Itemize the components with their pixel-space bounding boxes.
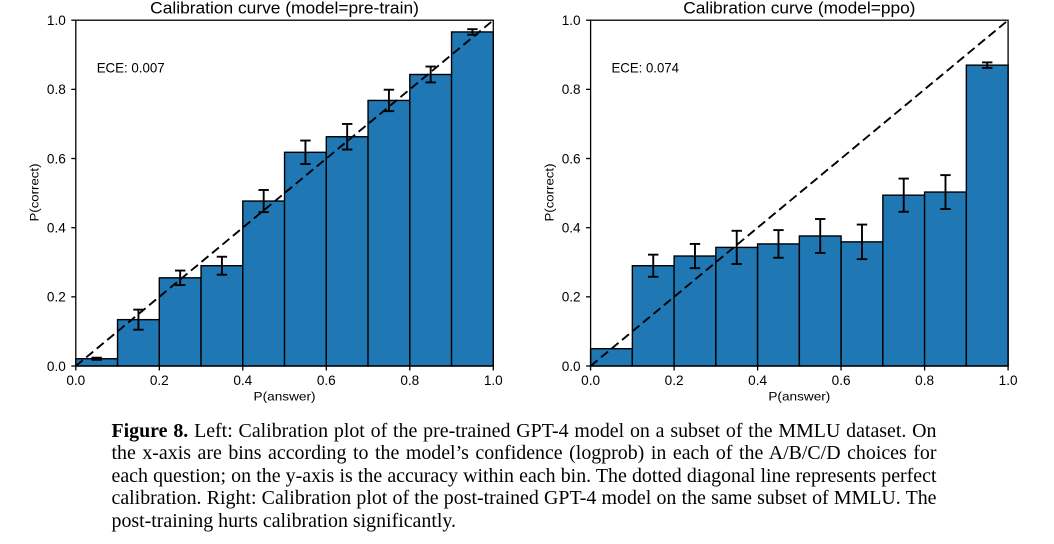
svg-text:0.6: 0.6 <box>832 373 851 388</box>
svg-text:P(answer): P(answer) <box>254 390 316 404</box>
svg-text:P(correct): P(correct) <box>542 164 556 222</box>
svg-text:0.4: 0.4 <box>233 373 252 388</box>
svg-text:0.6: 0.6 <box>47 151 66 166</box>
svg-text:0.2: 0.2 <box>562 290 581 305</box>
svg-text:P(answer): P(answer) <box>768 390 830 404</box>
svg-text:0.8: 0.8 <box>47 82 66 97</box>
svg-text:0.8: 0.8 <box>915 373 934 388</box>
svg-text:0.4: 0.4 <box>562 220 581 235</box>
svg-text:0.6: 0.6 <box>317 373 336 388</box>
svg-text:Calibration curve (model=ppo): Calibration curve (model=ppo) <box>683 0 915 17</box>
svg-text:0.4: 0.4 <box>47 220 66 235</box>
svg-text:0.8: 0.8 <box>400 373 419 388</box>
svg-text:ECE: 0.007: ECE: 0.007 <box>97 59 165 75</box>
svg-text:0.4: 0.4 <box>748 373 767 388</box>
svg-text:P(correct): P(correct) <box>28 164 42 222</box>
svg-text:0.2: 0.2 <box>150 373 169 388</box>
svg-text:0.0: 0.0 <box>47 359 66 374</box>
svg-text:0.2: 0.2 <box>47 290 66 305</box>
svg-text:0.8: 0.8 <box>562 82 581 97</box>
svg-text:1.0: 1.0 <box>999 373 1018 388</box>
svg-text:0.0: 0.0 <box>66 373 85 388</box>
svg-text:Calibration curve (model=pre-t: Calibration curve (model=pre-train) <box>150 0 419 17</box>
svg-text:1.0: 1.0 <box>47 13 66 28</box>
svg-text:0.0: 0.0 <box>562 359 581 374</box>
svg-text:0.2: 0.2 <box>665 373 684 388</box>
svg-text:ECE: 0.074: ECE: 0.074 <box>612 59 680 75</box>
svg-text:0.6: 0.6 <box>562 151 581 166</box>
svg-text:1.0: 1.0 <box>484 373 503 388</box>
svg-text:1.0: 1.0 <box>562 13 581 28</box>
svg-text:0.0: 0.0 <box>581 373 600 388</box>
